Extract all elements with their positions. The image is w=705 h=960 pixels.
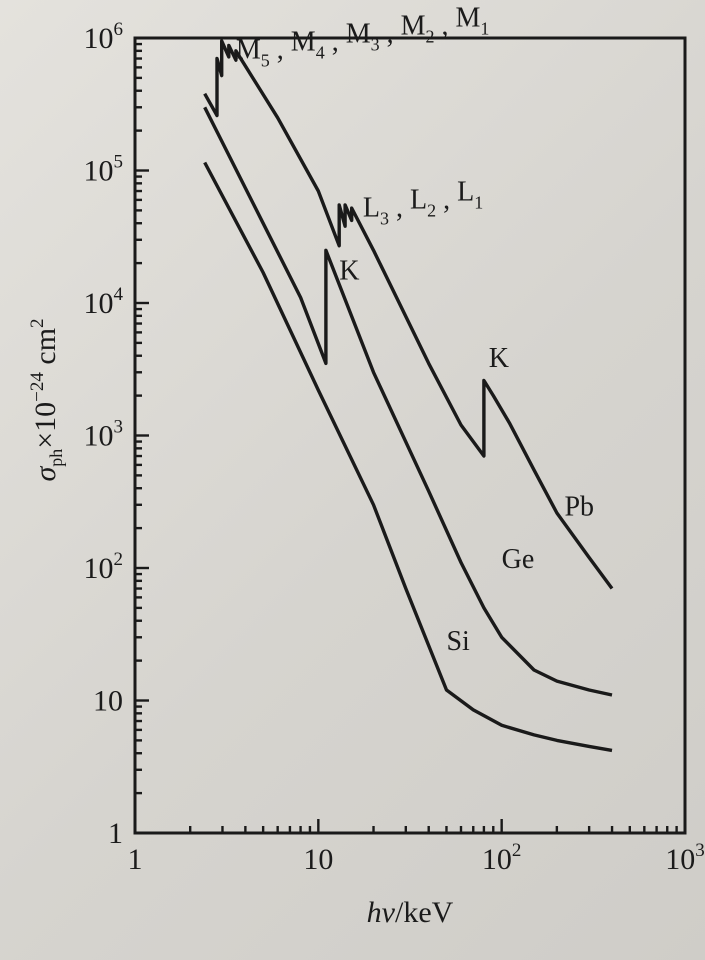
y-tick-label: 102 xyxy=(84,549,124,585)
y-tick-labels: 1 10 102 103 104 105 106 xyxy=(84,19,124,850)
plot-frame xyxy=(133,36,687,835)
y-tick-label: 103 xyxy=(84,417,124,453)
y-axis-title: σph×10−24 cm2 xyxy=(27,318,66,481)
x-tick-label: 103 xyxy=(665,840,705,876)
y-tick-label: 104 xyxy=(84,284,124,320)
label-ge: Ge xyxy=(502,544,535,575)
series-ge-line xyxy=(203,106,613,697)
y-tick-label: 10 xyxy=(93,685,123,718)
x-tick-labels: 1 10 102 103 xyxy=(128,840,705,876)
series-pb-line xyxy=(203,39,614,590)
pb-m-edges: M5 , M4 , M3 , M2 , M1 xyxy=(236,3,490,71)
x-tick-label: 102 xyxy=(482,840,521,876)
x-tick-label: 10 xyxy=(303,843,333,876)
data-series xyxy=(203,39,614,753)
x-tick-label: 1 xyxy=(128,843,143,876)
y-tick-label: 105 xyxy=(84,152,124,188)
label-si: Si xyxy=(446,626,470,657)
label-pb: Pb xyxy=(564,491,594,522)
x-axis-title: hv/keV xyxy=(367,896,454,929)
y-tick-label: 106 xyxy=(84,19,124,55)
y-tick-label: 1 xyxy=(108,817,123,850)
pb-l-edges: L3 , L2 , L1 xyxy=(363,176,483,228)
ge-k-edge: K xyxy=(339,256,359,287)
axis-ticks xyxy=(133,36,687,835)
series-si-line xyxy=(203,161,613,753)
pb-k-edge: K xyxy=(489,343,509,374)
